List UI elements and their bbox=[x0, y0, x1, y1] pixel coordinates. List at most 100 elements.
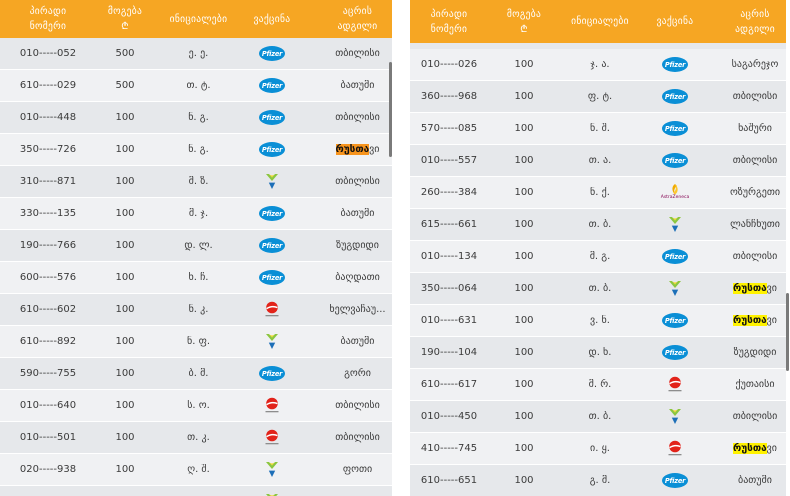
vaccination-place: რუსთავი bbox=[710, 443, 786, 454]
vaccine-cell: Pfizer bbox=[640, 121, 710, 136]
place-rest: ვი bbox=[766, 443, 777, 454]
table-row: 020-----938 100 ღ. შ. ფოთი bbox=[0, 454, 392, 486]
header-vaccination-place: აცრის ადგილი bbox=[337, 6, 378, 32]
prize-amount: 100 bbox=[115, 368, 135, 379]
prize-amount: 100 bbox=[115, 112, 135, 123]
vaccine-cell: Pfizer bbox=[243, 46, 301, 61]
pfizer-logo-text: Pfizer bbox=[664, 348, 686, 357]
table-row: 010-----557 100 თ. ა. Pfizer თბილისი bbox=[410, 145, 786, 177]
search-highlight: რუსთა bbox=[733, 443, 767, 454]
vaccination-place: ბათუმი bbox=[738, 475, 772, 486]
table-row: 360-----968 100 ფ. ტ. Pfizer თბილისი bbox=[410, 81, 786, 113]
vaccination-place: ფოთი bbox=[342, 464, 373, 475]
vaccine-cell: Pfizer bbox=[640, 473, 710, 488]
vaccination-place: გორი bbox=[344, 368, 371, 379]
left-table-scrollbar-thumb[interactable] bbox=[389, 62, 392, 157]
winners-table-right: პირადი ნომერი მოგება ₾ ინიციალები ვაქცინ… bbox=[410, 0, 786, 496]
header-initials: ინიციალები bbox=[571, 16, 629, 27]
vaccine-cell: Pfizer bbox=[243, 238, 301, 253]
pfizer-logo-text: Pfizer bbox=[664, 156, 686, 165]
sinopharm-icon bbox=[665, 440, 685, 457]
table-row: 610-----617 100 მ. რ. ქუთაისი bbox=[410, 369, 786, 401]
initials: თ. ბ. bbox=[588, 283, 612, 294]
place-rest: ვი bbox=[766, 315, 777, 326]
personal-number: 190-----766 bbox=[19, 240, 77, 251]
prize-amount: 100 bbox=[115, 336, 135, 347]
table-row: 010-----450 100 თ. ბ. თბილისი bbox=[410, 401, 786, 433]
vaccination-place: საგარეჯო bbox=[731, 59, 779, 70]
pfizer-logo-text: Pfizer bbox=[664, 92, 686, 101]
personal-number: 010-----134 bbox=[420, 251, 478, 262]
initials: თ. ა. bbox=[588, 155, 612, 166]
vaccine-cell: Pfizer bbox=[640, 89, 710, 104]
header-vaccine: ვაქცინა bbox=[656, 16, 694, 27]
initials: ჯ. ა. bbox=[590, 59, 610, 70]
initials: დ. ხ. bbox=[588, 347, 612, 358]
vaccine-cell bbox=[640, 216, 710, 233]
personal-number: 310-----871 bbox=[19, 176, 77, 187]
header-prize: მოგება ₾ bbox=[506, 8, 542, 35]
personal-number: 330-----135 bbox=[19, 208, 77, 219]
table-row: 190-----104 100 დ. ხ. Pfizer ზუგდიდი bbox=[410, 337, 786, 369]
vaccination-place: თბილისი bbox=[335, 176, 380, 187]
winners-table-left: პირადი ნომერი მოგება ₾ ინიციალები ვაქცინ… bbox=[0, 0, 392, 496]
prize-amount: 100 bbox=[514, 155, 534, 166]
vaccination-place: თბილისი bbox=[335, 48, 380, 59]
prize-amount: 100 bbox=[514, 347, 534, 358]
prize-amount: 100 bbox=[514, 315, 534, 326]
table-row: 010-----631 100 ვ. ნ. Pfizer რუსთავი bbox=[410, 305, 786, 337]
table-row: 190-----766 100 დ. ლ. Pfizer ზუგდიდი bbox=[0, 230, 392, 262]
sinovac-icon bbox=[669, 280, 681, 297]
pfizer-logo-text: Pfizer bbox=[261, 145, 283, 154]
table-row-partial bbox=[0, 486, 392, 496]
initials: ნ. შ. bbox=[590, 123, 610, 134]
personal-number: 570-----085 bbox=[420, 123, 478, 134]
pfizer-logo-text: Pfizer bbox=[261, 241, 283, 250]
prize-amount: 100 bbox=[115, 144, 135, 155]
vaccine-cell: Pfizer bbox=[243, 142, 301, 157]
sinopharm-icon bbox=[665, 376, 685, 393]
pfizer-logo-text: Pfizer bbox=[261, 49, 283, 58]
prize-amount: 100 bbox=[514, 251, 534, 262]
right-table-scrollbar-thumb[interactable] bbox=[786, 293, 789, 371]
pfizer-icon: Pfizer bbox=[662, 473, 688, 488]
vaccination-place: თბილისი bbox=[335, 112, 380, 123]
table-row: 610-----602 100 ნ. კ. ხელვაჩაუ... bbox=[0, 294, 392, 326]
vaccination-place: თბილისი bbox=[732, 411, 778, 422]
pfizer-icon: Pfizer bbox=[662, 313, 688, 328]
pfizer-icon: Pfizer bbox=[259, 366, 285, 381]
vaccine-cell: Pfizer bbox=[243, 206, 301, 221]
search-highlight: რუსთა bbox=[733, 283, 767, 294]
personal-number: 610-----602 bbox=[19, 304, 77, 315]
table-row: 010-----448 100 ნ. გ. Pfizer თბილისი bbox=[0, 102, 392, 134]
vaccination-place: თბილისი bbox=[732, 251, 778, 262]
vaccination-place: ხაშური bbox=[738, 123, 772, 134]
vaccination-place: ზუგდიდი bbox=[733, 347, 777, 358]
pfizer-logo-text: Pfizer bbox=[261, 113, 283, 122]
sinovac-icon bbox=[669, 408, 681, 425]
astrazeneca-icon: AstraZeneca bbox=[661, 184, 689, 201]
initials: ი. ყ. bbox=[590, 443, 610, 454]
vaccine-cell: Pfizer bbox=[243, 110, 301, 125]
personal-number: 610-----651 bbox=[420, 475, 478, 486]
initials: თ. ბ. bbox=[588, 219, 612, 230]
pfizer-icon: Pfizer bbox=[662, 121, 688, 136]
pfizer-logo-text: Pfizer bbox=[261, 81, 283, 90]
pfizer-icon: Pfizer bbox=[259, 78, 285, 93]
personal-number: 610-----617 bbox=[420, 379, 478, 390]
initials: გ. მ. bbox=[589, 475, 611, 486]
pfizer-logo-text: Pfizer bbox=[261, 273, 283, 282]
vaccination-place: რუსთავი bbox=[710, 283, 786, 294]
sinopharm-icon bbox=[262, 301, 282, 318]
prize-amount: 100 bbox=[115, 432, 135, 443]
initials: თ. ბ. bbox=[588, 411, 612, 422]
vaccine-cell bbox=[243, 333, 301, 350]
table-row: 350-----726 100 ნ. გ. Pfizer რუსთავი bbox=[0, 134, 392, 166]
initials: დ. ლ. bbox=[184, 240, 213, 251]
pfizer-icon: Pfizer bbox=[259, 270, 285, 285]
vaccination-place: ბათუმი bbox=[340, 80, 375, 91]
table-row: 615-----661 100 თ. ბ. ლანჩხუთი bbox=[410, 209, 786, 241]
header-initials: ინიციალები bbox=[169, 13, 228, 25]
search-highlight: რუსთა bbox=[335, 144, 370, 155]
personal-number: 010-----640 bbox=[19, 400, 77, 411]
